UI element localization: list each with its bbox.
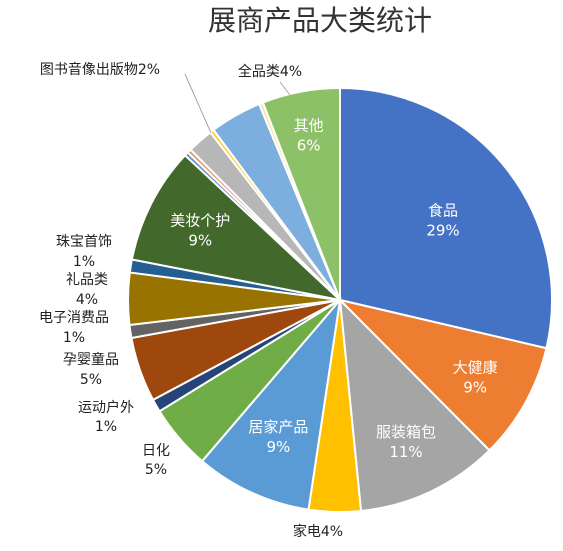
- slice-label-percent: 9%: [267, 438, 291, 456]
- slice-label-percent: 6%: [297, 136, 321, 154]
- pie-slice-居家产品: [200, 296, 342, 511]
- pie-slice-食品: [339, 86, 553, 350]
- slice-label-name: 食品: [428, 201, 458, 219]
- slice-label-name: 礼品类: [66, 272, 108, 288]
- pie-slice-服装箱包: [338, 297, 491, 513]
- slice-label-name: 服装箱包: [376, 423, 436, 441]
- slice-label-percent: 5%: [145, 462, 167, 478]
- slice-label-name: 运动户外: [78, 399, 134, 416]
- pie-slice-大健康: [336, 298, 548, 452]
- slice-label-percent: 9%: [188, 232, 212, 250]
- slice-label-percent: 1%: [63, 330, 85, 346]
- slice-label-name: 珠宝首饰: [56, 234, 112, 250]
- slice-label-name: 日化: [142, 443, 170, 459]
- chart-title: 展商产品大类统计: [208, 4, 432, 37]
- slice-label: 图书音像出版物2%: [40, 61, 160, 78]
- slice-label-percent: 9%: [463, 378, 487, 396]
- slice-label: 全品类4%: [238, 63, 302, 80]
- slice-label-name: 其他: [294, 116, 324, 134]
- leader-line: [184, 73, 212, 134]
- slice-label-name: 电子消费品: [39, 310, 109, 326]
- slice-label-percent: 29%: [426, 221, 459, 239]
- slice-label-percent: 4%: [76, 292, 98, 308]
- slice-label-percent: 11%: [389, 443, 422, 461]
- slice-label-name: 居家产品: [248, 418, 308, 436]
- slice-label-percent: 5%: [80, 372, 102, 388]
- pie-slice-美妆个护: [130, 153, 344, 302]
- slice-label-percent: 1%: [73, 254, 95, 270]
- slice-label: 家电4%: [293, 523, 343, 540]
- leader-line: [279, 81, 291, 96]
- pie-slice-其他: [261, 86, 341, 301]
- slice-label-name: 孕婴童品: [63, 351, 119, 368]
- slice-label-name: 大健康: [453, 358, 498, 376]
- slice-label-name: 美妆个护: [170, 212, 230, 230]
- slice-label-percent: 1%: [95, 419, 117, 435]
